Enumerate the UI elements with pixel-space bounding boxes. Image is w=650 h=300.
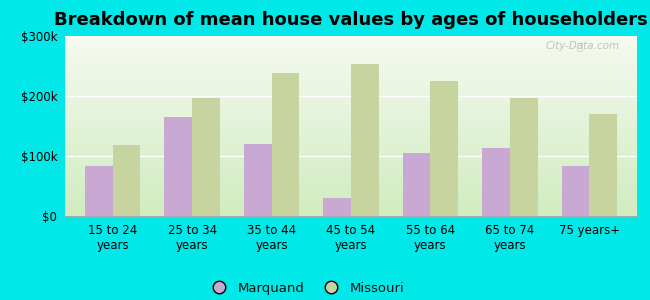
Title: Breakdown of mean house values by ages of householders: Breakdown of mean house values by ages o…	[54, 11, 648, 29]
Bar	[112, 145, 140, 216]
Bar	[510, 98, 538, 216]
Bar	[351, 64, 379, 216]
Bar	[430, 81, 458, 216]
Text: ⓘ: ⓘ	[577, 41, 582, 51]
Bar	[85, 166, 112, 216]
Bar	[402, 153, 430, 216]
Bar	[244, 144, 272, 216]
Bar	[562, 166, 590, 216]
Text: City-Data.com: City-Data.com	[546, 41, 620, 51]
Bar	[192, 98, 220, 216]
Bar	[590, 114, 617, 216]
Bar	[482, 148, 510, 216]
Bar	[272, 73, 300, 216]
Bar	[323, 198, 351, 216]
Legend: Marquand, Missouri: Marquand, Missouri	[201, 277, 410, 300]
Bar	[164, 117, 192, 216]
